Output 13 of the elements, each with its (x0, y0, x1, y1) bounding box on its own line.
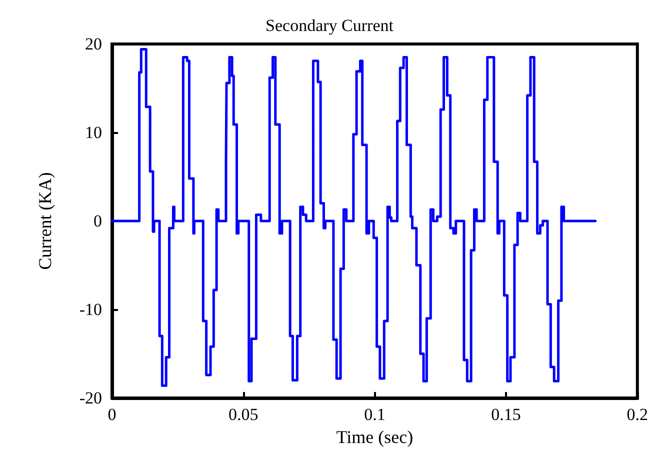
y-tick-label: 10 (85, 123, 102, 142)
chart-title: Secondary Current (266, 16, 394, 35)
y-tick-label: 20 (85, 34, 102, 54)
x-tick-label: 0.2 (626, 405, 648, 424)
x-axis-title: Time (sec) (336, 426, 414, 447)
x-tick-label: 0.15 (491, 405, 521, 424)
y-tick-label: -10 (79, 300, 102, 319)
y-tick-label: 0 (94, 212, 102, 230)
x-tick-label: 0.1 (364, 405, 386, 424)
x-tick-label: 0.05 (228, 405, 258, 424)
y-axis-title: Current (KA) (35, 172, 55, 270)
x-tick-label: 0 (108, 405, 116, 424)
y-tick-label: -20 (79, 388, 102, 408)
